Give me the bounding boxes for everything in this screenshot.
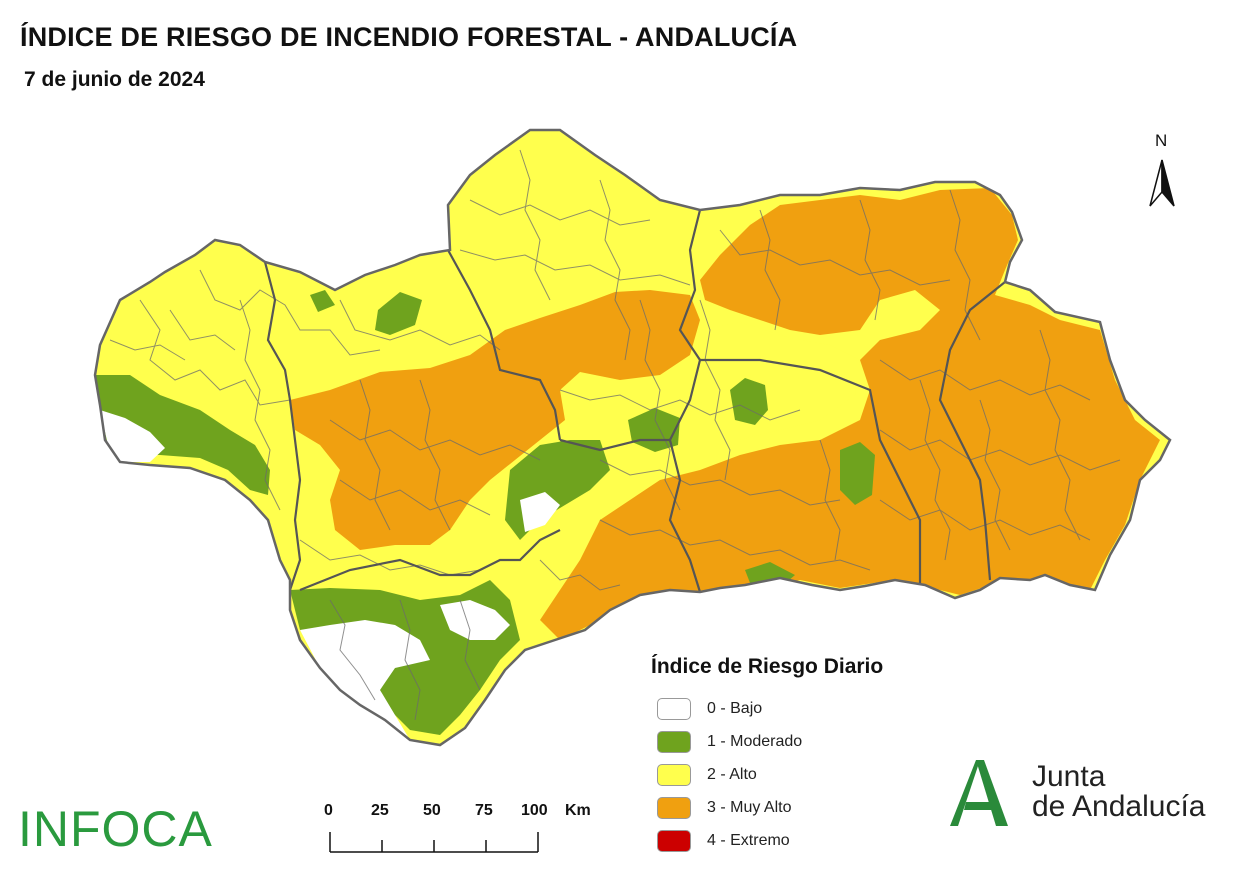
legend-item-muy-alto: 3 - Muy Alto bbox=[657, 791, 802, 824]
andalucia-outline bbox=[93, 128, 1172, 747]
legend-item-extremo: 4 - Extremo bbox=[657, 824, 802, 857]
map-date: 7 de junio de 2024 bbox=[24, 68, 205, 91]
north-arrow-icon bbox=[1149, 159, 1175, 207]
legend-label: 4 - Extremo bbox=[707, 831, 790, 849]
legend-swatch-muy-alto bbox=[657, 796, 691, 819]
legend-swatch-bajo bbox=[657, 697, 691, 720]
junta-line1: Junta bbox=[1032, 760, 1106, 793]
legend-item-bajo: 0 - Bajo bbox=[657, 692, 802, 725]
scale-tick-75: 75 bbox=[475, 802, 493, 819]
junta-andalucia-text: Junta de Andalucía bbox=[1032, 762, 1205, 822]
legend-label: 0 - Bajo bbox=[707, 699, 763, 717]
legend-item-alto: 2 - Alto bbox=[657, 758, 802, 791]
legend-swatch-alto bbox=[657, 763, 691, 786]
scale-tick-50: 50 bbox=[423, 802, 441, 819]
scale-bar-line bbox=[329, 832, 539, 853]
infoca-logo: INFOCA bbox=[18, 801, 213, 857]
legend-swatch-extremo bbox=[657, 829, 691, 852]
legend-item-moderado: 1 - Moderado bbox=[657, 725, 802, 758]
legend-label: 1 - Moderado bbox=[707, 732, 803, 750]
andalucia-risk-map bbox=[93, 128, 1172, 747]
legend: 0 - Bajo 1 - Moderado 2 - Alto 3 - Muy A… bbox=[657, 692, 802, 857]
scale-tick-0: 0 bbox=[324, 802, 333, 819]
junta-line2: de Andalucía bbox=[1032, 790, 1206, 823]
legend-label: 3 - Muy Alto bbox=[707, 798, 792, 816]
legend-label: 2 - Alto bbox=[707, 765, 757, 783]
north-label: N bbox=[1155, 131, 1168, 150]
scale-tick-25: 25 bbox=[371, 802, 389, 819]
junta-andalucia-logo-icon bbox=[950, 760, 1008, 826]
scale-bar: 0 25 50 75 100 Km bbox=[318, 800, 608, 860]
map-title: ÍNDICE DE RIESGO DE INCENDIO FORESTAL - … bbox=[20, 22, 798, 52]
scale-unit: Km bbox=[565, 802, 591, 819]
scale-tick-100: 100 bbox=[521, 802, 548, 819]
legend-swatch-moderado bbox=[657, 730, 691, 753]
legend-title: Índice de Riesgo Diario bbox=[651, 655, 884, 678]
